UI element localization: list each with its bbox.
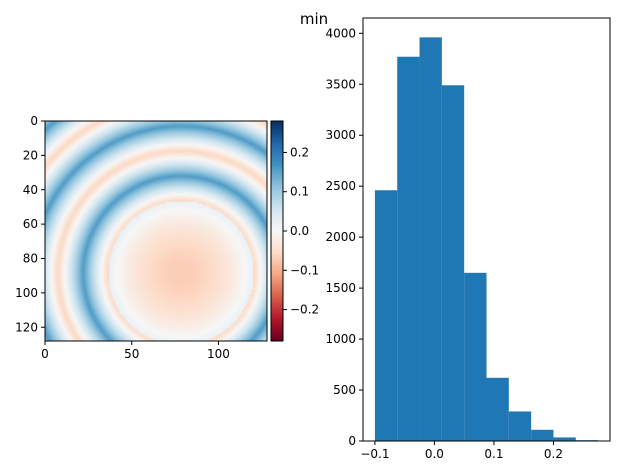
histogram-x-tick-label: 0.1 xyxy=(484,447,503,461)
histogram-bar xyxy=(397,56,420,441)
colorbar-ticks: −0.2 −0.1 0.0 0.1 0.2 xyxy=(283,145,319,317)
heatmap-x-tick-label: 50 xyxy=(124,347,139,361)
colorbar-tick-label: 0.1 xyxy=(290,185,309,199)
histogram-x-tick-label: −0.1 xyxy=(360,447,389,461)
histogram-bars xyxy=(374,37,599,442)
colorbar-tick-label: −0.1 xyxy=(290,263,319,277)
histogram-bar xyxy=(486,377,509,441)
histogram-y-tick-label: 1500 xyxy=(325,281,356,295)
colorbar-tick-label: −0.2 xyxy=(290,303,319,317)
heatmap-x-tick-label: 100 xyxy=(207,347,230,361)
histogram-y-tick-label: 1000 xyxy=(325,332,356,346)
histogram-bar xyxy=(464,272,487,441)
histogram-x-tick-label: 0.0 xyxy=(425,447,444,461)
figure-suptitle: min xyxy=(300,10,328,28)
histogram-y-tick-label: 0 xyxy=(348,434,356,448)
histogram-y-tick-label: 2500 xyxy=(325,179,356,193)
colorbar-gradient xyxy=(271,121,283,341)
heatmap-y-tick-label: 60 xyxy=(23,217,38,231)
heatmap-x-tick-label: 0 xyxy=(41,347,49,361)
heatmap-y-tick-label: 0 xyxy=(30,114,38,128)
heatmap-x-ticks: 0 50 100 xyxy=(41,341,230,361)
heatmap-y-tick-label: 120 xyxy=(15,320,38,334)
histogram-bar xyxy=(531,429,554,441)
heatmap-y-tick-label: 20 xyxy=(23,148,38,162)
heatmap-y-tick-label: 40 xyxy=(23,183,38,197)
histogram-bar xyxy=(508,411,532,441)
histogram-y-tick-label: 3000 xyxy=(325,128,356,142)
heatmap-y-tick-label: 80 xyxy=(23,252,38,266)
histogram-y-tick-label: 3500 xyxy=(325,77,356,91)
histogram-frame xyxy=(362,17,611,442)
histogram-y-ticks: 0 500 1000 1500 2000 2500 3000 3500 4000 xyxy=(325,26,363,448)
histogram-x-tick-label: 0.2 xyxy=(544,447,563,461)
heatmap-image xyxy=(45,121,267,341)
histogram-y-tick-label: 2000 xyxy=(325,230,356,244)
heatmap-chart: 0 50 100 0 20 40 60 80 100 120 xyxy=(15,114,268,361)
histogram-y-tick-label: 4000 xyxy=(325,26,356,40)
histogram-bar xyxy=(374,190,398,441)
histogram-x-ticks: −0.1 0.0 0.1 0.2 xyxy=(360,441,563,461)
histogram-chart: −0.1 0.0 0.1 0.2 0 500 1000 1500 2000 2500 3000 35… xyxy=(325,17,611,461)
histogram-y-tick-label: 500 xyxy=(333,383,356,397)
histogram-bar xyxy=(553,437,576,441)
colorbar-tick-label: 0.2 xyxy=(290,145,309,159)
histogram-bar xyxy=(419,37,442,441)
heatmap-y-tick-label: 100 xyxy=(15,286,38,300)
histogram-bar xyxy=(441,85,465,442)
colorbar-tick-label: 0.0 xyxy=(290,224,309,238)
heatmap-frame xyxy=(44,120,268,342)
colorbar: −0.2 −0.1 0.0 0.1 0.2 xyxy=(270,120,319,342)
heatmap-y-ticks: 0 20 40 60 80 100 120 xyxy=(15,114,45,334)
